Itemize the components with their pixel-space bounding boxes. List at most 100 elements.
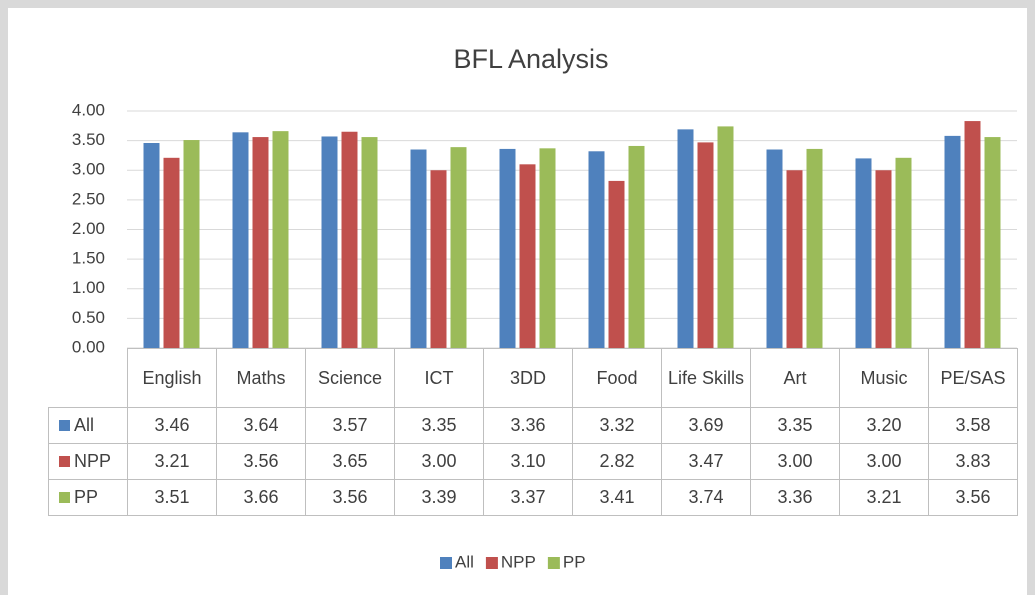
y-tick-label: 4.00 xyxy=(72,100,105,119)
bar xyxy=(875,170,892,348)
series-name: All xyxy=(74,415,95,435)
bar xyxy=(717,126,734,348)
x-tick-label: Maths xyxy=(216,348,306,408)
data-label: 3.56 xyxy=(928,479,1018,516)
bar xyxy=(450,147,467,348)
x-tick-label: Science xyxy=(305,348,395,408)
data-label: 3.00 xyxy=(394,443,484,480)
x-tick-label: Food xyxy=(572,348,662,408)
legend-label: All xyxy=(455,552,474,571)
x-tick-label: 3DD xyxy=(483,348,573,408)
series-name: NPP xyxy=(74,451,112,471)
x-tick-label: English xyxy=(127,348,217,408)
y-tick-label: 2.50 xyxy=(72,189,105,208)
data-label: 3.74 xyxy=(661,479,751,516)
data-table: English Maths Science ICT 3DD Food Life Skills… xyxy=(48,348,1018,516)
bar xyxy=(806,148,823,348)
bar xyxy=(697,142,714,348)
bar xyxy=(252,137,269,348)
bar xyxy=(143,142,160,348)
bar xyxy=(519,164,536,348)
bar xyxy=(410,149,427,348)
bar xyxy=(786,170,803,348)
x-tick-label: Life Skills xyxy=(661,348,751,408)
bar xyxy=(499,148,516,348)
x-tick-label: PE/SAS xyxy=(928,348,1018,408)
bar xyxy=(944,135,961,348)
data-label: 3.69 xyxy=(661,407,751,444)
data-label: 3.21 xyxy=(127,443,217,480)
bar xyxy=(163,157,180,348)
x-tick-label: Music xyxy=(839,348,929,408)
bar xyxy=(855,158,872,348)
data-label: 3.83 xyxy=(928,443,1018,480)
data-label: 3.21 xyxy=(839,479,929,516)
data-label: 3.39 xyxy=(394,479,484,516)
x-tick-label: Art xyxy=(750,348,840,408)
data-label: 3.41 xyxy=(572,479,662,516)
series-name-cell: All xyxy=(48,407,128,444)
data-label: 2.82 xyxy=(572,443,662,480)
bar xyxy=(677,129,694,348)
bar xyxy=(232,132,249,348)
y-tick-label: 2.00 xyxy=(72,219,105,238)
bar xyxy=(183,140,200,348)
y-tick-label: 1.00 xyxy=(72,278,105,297)
bar xyxy=(539,148,556,348)
table-row: PP 3.51 3.66 3.56 3.39 3.37 3.41 3.74 3.36 3.21 3.… xyxy=(48,479,1018,516)
y-tick-label: 3.50 xyxy=(72,130,105,149)
table-row: All 3.46 3.64 3.57 3.35 3.36 3.32 3.69 3.35 3.20 3… xyxy=(48,407,1018,444)
data-label: 3.00 xyxy=(839,443,929,480)
x-tick-label: ICT xyxy=(394,348,484,408)
data-label: 3.10 xyxy=(483,443,573,480)
legend-key xyxy=(59,456,70,467)
legend-swatch xyxy=(485,557,498,569)
data-label: 3.37 xyxy=(483,479,573,516)
table-header-row: English Maths Science ICT 3DD Food Life Skills… xyxy=(48,348,1018,408)
data-label: 3.58 xyxy=(928,407,1018,444)
legend-swatch xyxy=(547,557,560,569)
table-row: NPP 3.21 3.56 3.65 3.00 3.10 2.82 3.47 3.00 3.00 3… xyxy=(48,443,1018,480)
legend-key xyxy=(59,492,70,503)
series-name-cell: NPP xyxy=(48,443,128,480)
data-label: 3.56 xyxy=(305,479,395,516)
table-corner xyxy=(48,348,128,408)
y-tick-label: 0.50 xyxy=(72,308,105,327)
data-label: 3.46 xyxy=(127,407,217,444)
data-label: 3.65 xyxy=(305,443,395,480)
data-label: 3.56 xyxy=(216,443,306,480)
data-label: 3.57 xyxy=(305,407,395,444)
data-label: 3.35 xyxy=(394,407,484,444)
data-label: 3.36 xyxy=(750,479,840,516)
legend-key xyxy=(59,420,70,431)
chart-title: BFL Analysis xyxy=(453,44,608,74)
bar xyxy=(895,157,912,348)
series-name-cell: PP xyxy=(48,479,128,516)
data-label: 3.66 xyxy=(216,479,306,516)
data-label: 3.20 xyxy=(839,407,929,444)
data-label: 3.00 xyxy=(750,443,840,480)
bar xyxy=(766,149,783,348)
bar xyxy=(272,131,289,348)
bar xyxy=(608,180,625,348)
data-label: 3.36 xyxy=(483,407,573,444)
legend-swatch xyxy=(440,557,452,569)
bar xyxy=(964,121,981,348)
data-label: 3.64 xyxy=(216,407,306,444)
legend-label: PP xyxy=(563,552,586,571)
y-tick-label: 1.50 xyxy=(72,249,105,268)
bar xyxy=(430,170,447,348)
bar xyxy=(628,145,645,348)
bar xyxy=(588,151,605,348)
legend-label: NPP xyxy=(501,552,536,571)
data-label: 3.51 xyxy=(127,479,217,516)
series-name: PP xyxy=(74,487,99,507)
data-label: 3.35 xyxy=(750,407,840,444)
y-tick-label: 3.00 xyxy=(72,160,105,179)
data-label: 3.32 xyxy=(572,407,662,444)
data-label: 3.47 xyxy=(661,443,751,480)
bar xyxy=(341,131,358,348)
bar xyxy=(361,137,378,348)
